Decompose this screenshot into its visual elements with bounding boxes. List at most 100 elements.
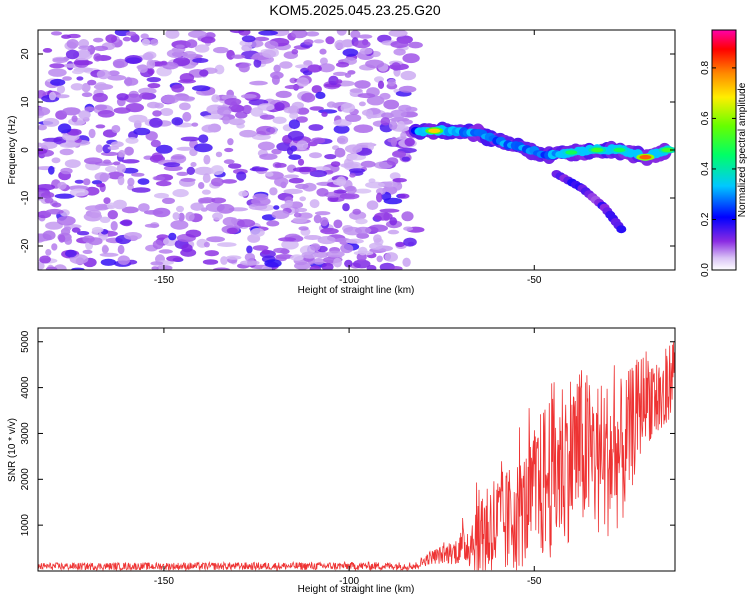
spectrogram-noise-blob [382,181,398,188]
spectrogram-noise-blob [342,48,359,57]
spectrogram-noise-blob [291,101,304,109]
spectrogram-noise-blob [388,30,408,37]
spectrogram-noise-blob [217,242,237,248]
spectrogram-noise-blob [213,46,229,54]
spectrogram-noise-blob [45,249,52,256]
spectrogram-noise-blob [340,243,354,254]
spectrogram-noise-blob [252,245,269,251]
spectrogram-noise-blob [64,159,81,169]
spectrogram-noise-blob [398,85,417,93]
spectrogram-noise-blob [40,141,58,149]
spectrogram-noise-blob [313,214,322,224]
spectrogram-noise-blob [185,39,198,49]
spectrogram-noise-blob [359,47,373,55]
spectrogram-noise-blob [387,78,396,87]
spectrogram-noise-blob [309,152,322,159]
spectrogram-noise-blob [332,178,346,186]
spectrogram-noise-blob [112,199,127,210]
snr-ytick-label: 3000 [20,422,31,445]
spectrogram-noise-blob [315,91,326,99]
spectrogram-plot-area [38,30,675,270]
spectrogram-noise-blob [333,189,347,194]
spectrogram-noise-blob [397,193,410,199]
spectrogram-noise-blob [239,129,257,138]
spectrogram-noise-blob [278,237,297,242]
spectrogram-noise-blob [38,106,51,116]
spectrogram-ylabel: Frequency (Hz) [7,116,18,185]
signal-hotspot [428,128,441,133]
signal-hotspot [565,150,578,155]
spectrogram-noise-blob [358,34,373,39]
spectrogram-noise-blob [203,154,211,165]
spectrogram-noise-blob [269,187,278,196]
spectrogram-noise-blob [298,226,309,231]
spectrogram-noise-blob [152,110,162,117]
spectrogram-xtick-label: -50 [527,275,542,286]
spectrogram-noise-blob [292,167,311,173]
spectrogram-noise-blob [211,94,220,103]
signal-hotspot [661,147,674,153]
spectrogram-noise-blob [45,266,58,270]
spectrogram-noise-blob [257,141,275,151]
spectrogram-noise-blob [380,117,391,126]
spectrogram-noise-blob [291,48,299,55]
spectrogram-noise-blob [333,257,342,268]
spectrogram-noise-blob [50,31,63,36]
spectrogram-noise-blob [403,226,414,231]
spectrogram-noise-blob [250,228,265,237]
spectrogram-noise-blob [45,208,64,215]
spectrogram-noise-blob [182,51,197,59]
spectrogram-noise-blob [84,106,95,112]
spectrogram-noise-blob [273,247,288,254]
spectrogram-noise-blob [265,171,274,177]
spectrogram-noise-blob [121,206,139,214]
spectrogram-noise-blob [39,255,51,264]
signal-hotspot [639,155,652,160]
spectrogram-noise-blob [103,197,111,205]
spectrogram-noise-blob [198,198,212,204]
spectrogram-noise-blob [103,159,111,164]
spectrogram-noise-blob [124,146,134,156]
spectrogram-noise-blob [311,137,326,144]
spectrogram-noise-blob [249,167,269,172]
spectrogram-noise-blob [284,84,304,90]
snr-xtick-label: -50 [527,576,542,587]
spectrogram-noise-blob [217,106,232,116]
spectrogram-noise-blob [99,252,119,257]
spectrogram-noise-blob [228,163,242,169]
spectrogram-noise-blob [63,226,72,231]
spectrogram-noise-blob [257,103,275,111]
spectrogram-noise-blob [162,197,175,204]
spectrogram-noise-blob [70,83,84,91]
spectrogram-noise-blob [38,124,47,131]
spectrogram-noise-blob [296,140,309,151]
colorbar-label: Normalized spectral amplitude [737,82,748,217]
spectrogram-noise-blob [392,178,407,183]
spectrogram-noise-blob [238,62,250,73]
spectrogram-noise-blob [137,64,148,73]
spectrogram-noise-blob [344,72,352,78]
spectrogram-noise-blob [303,60,313,67]
spectrogram-noise-blob [211,177,224,187]
spectrogram-noise-blob [188,30,207,38]
spectrogram-noise-blob [93,45,109,52]
spectrogram-ytick-label: 0 [20,147,31,153]
spectrogram-noise-blob [51,202,62,208]
spectrogram-noise-blob [58,234,66,243]
spectrogram-noise-blob [125,31,137,37]
spectrogram-noise-blob [77,231,90,236]
signal-hotspot [591,147,604,153]
spectrogram-noise-blob [82,178,91,186]
spectrogram-noise-blob [153,176,166,181]
spectrogram-noise-blob [42,137,62,143]
spectrogram-noise-blob [339,193,360,200]
spectrogram-noise-blob [78,110,91,120]
snr-ytick-label: 4000 [20,376,31,399]
spectrogram-noise-blob [73,60,93,66]
spectrogram-noise-blob [176,146,194,151]
spectrogram-noise-blob [272,116,287,125]
spectrogram-noise-blob [101,244,109,254]
spectrogram-noise-blob [88,209,102,219]
spectrogram-noise-blob [386,157,399,166]
spectrogram-ytick-label: -20 [20,238,31,253]
